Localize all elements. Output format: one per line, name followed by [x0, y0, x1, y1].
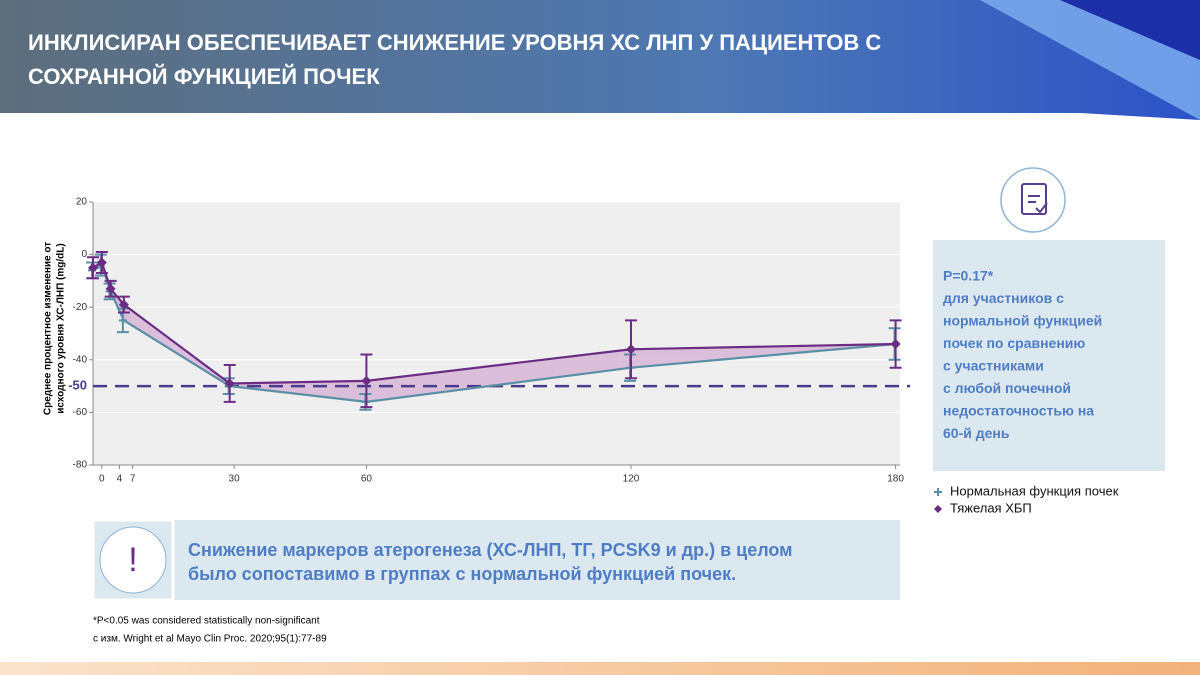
x-tick-label: 180: [887, 474, 904, 485]
callout-icon-text: !: [128, 541, 137, 579]
legend-label: Тяжелая ХБП: [950, 500, 1032, 515]
footer-bar: [0, 662, 1200, 675]
chart: 20 0 -20 -40 -60 -80 0 4 7 30 60 120 180 Среднее проц…: [43, 197, 1119, 516]
footnote: *P<0.05 was considered statistically non…: [93, 616, 320, 627]
info-line: недостаточностью на: [943, 403, 1094, 419]
y-tick-label: -20: [73, 302, 88, 313]
legend-marker: [934, 488, 942, 496]
point: [890, 339, 901, 350]
point: [626, 344, 636, 355]
y-axis-label: исходного уровня ХС-ЛНП (mg/dL): [56, 243, 67, 413]
x-tick-label: 4: [117, 474, 123, 485]
info-line: нормальной функцией: [943, 313, 1102, 329]
info-line: для участников с: [943, 290, 1064, 306]
y-tick-label: -40: [73, 354, 88, 365]
y-tick-label: -80: [73, 460, 88, 471]
info-line: с участниками: [943, 358, 1044, 374]
info-line: P=0.17*: [943, 268, 994, 284]
callout-text: было сопоставимо в группах с нормальной …: [188, 564, 736, 584]
point: [118, 299, 129, 310]
callout-icon: [99, 526, 167, 594]
point: [96, 257, 107, 268]
title: СОХРАННОЙ ФУНКЦИЕЙ ПОЧЕК: [28, 64, 380, 89]
y-axis-label: Среднее процентное изменение от: [43, 242, 54, 415]
legend-marker: [934, 505, 942, 513]
point: [118, 316, 127, 325]
callout-text: Снижение маркеров атерогенеза (ХС-ЛНП, Т…: [188, 540, 793, 560]
callout-box: [93, 520, 900, 600]
legend-label: Нормальная функция почек: [950, 483, 1119, 498]
y-tick-label: 0: [81, 249, 87, 260]
footnote: с изм. Wright et al Mayo Clin Proc. 2020…: [93, 634, 327, 645]
info-box: [933, 240, 1165, 471]
header-accent: [1060, 0, 1200, 60]
difference-area: [93, 262, 896, 402]
title: ИНКЛИСИРАН ОБЕСПЕЧИВАЕТ СНИЖЕНИЕ УРОВНЯ …: [28, 30, 881, 55]
x-tick-label: 120: [623, 474, 640, 485]
header-bar: [0, 0, 1200, 120]
series-line: [92, 260, 896, 385]
y-tick-label: -60: [73, 407, 88, 418]
y-tick-label: 20: [76, 197, 88, 208]
x-tick-label: 60: [361, 474, 373, 485]
x-tick-label: 0: [99, 474, 105, 485]
x-tick-label: 30: [229, 474, 241, 485]
clipboard-icon: [1021, 183, 1047, 215]
clipboard-icon: [1028, 195, 1048, 214]
point: [88, 262, 98, 273]
reference-label: -50: [68, 378, 87, 393]
x-tick-label: 7: [130, 474, 136, 485]
plot-area: [93, 202, 900, 465]
info-text: P=0.17* для участников с нормальной функци…: [943, 268, 1102, 442]
info-line: почек по сравнению: [943, 335, 1085, 351]
info-line: с любой почечной: [943, 380, 1071, 396]
icon-circle: [1000, 167, 1066, 233]
info-line: 60-й день: [943, 425, 1010, 441]
point: [224, 378, 235, 389]
point: [105, 283, 116, 294]
point: [361, 375, 372, 386]
